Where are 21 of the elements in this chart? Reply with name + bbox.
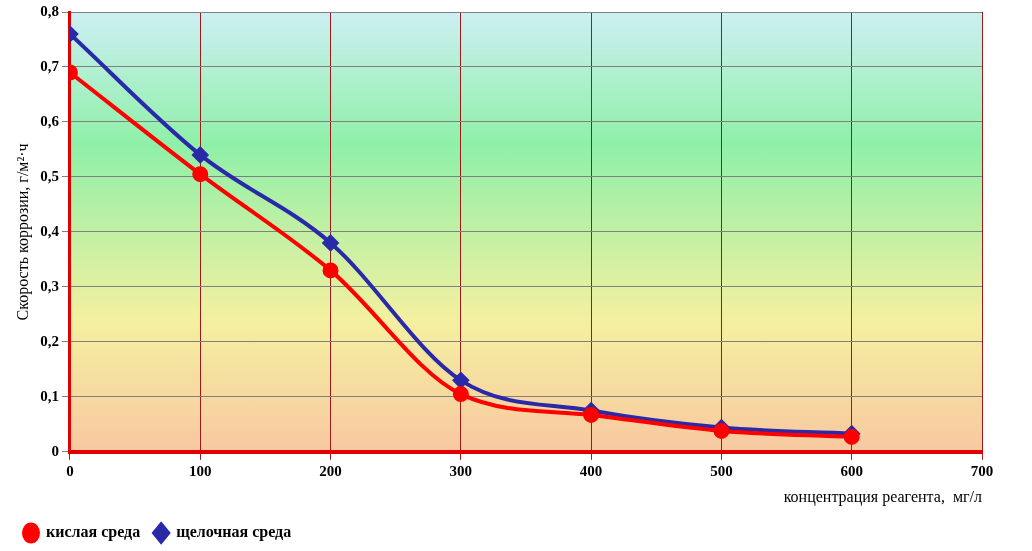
x-tick-label: 400 [579,462,603,479]
x-tick-label: 500 [710,462,733,479]
y-tick-label: 0,8 [40,2,59,19]
x-tick-label: 700 [970,462,994,479]
y-tick-label: 0,4 [40,222,60,239]
y-tick-label: 0,5 [40,167,59,184]
y-axis-title: Скорость коррозии, г/м²·ч [13,143,32,321]
x-axis-title: концентрация реагента, мг/л [783,487,983,506]
y-tick-label: 0,7 [40,57,60,74]
legend-label: щелочная среда [176,523,292,542]
y-tick-label: 0,2 [40,332,59,349]
y-tick-label: 0,1 [40,387,59,404]
x-tick-label: 200 [319,462,342,479]
y-tick-label: 0,6 [40,112,60,129]
legend-label: кислая среда [46,523,141,542]
y-tick-label: 0,3 [40,277,59,294]
x-tick-label: 600 [840,462,863,479]
x-tick-label: 300 [449,462,473,479]
y-tick-label: 0 [51,442,59,459]
x-tick-label: 100 [188,462,212,479]
x-tick-label: 0 [66,462,74,479]
